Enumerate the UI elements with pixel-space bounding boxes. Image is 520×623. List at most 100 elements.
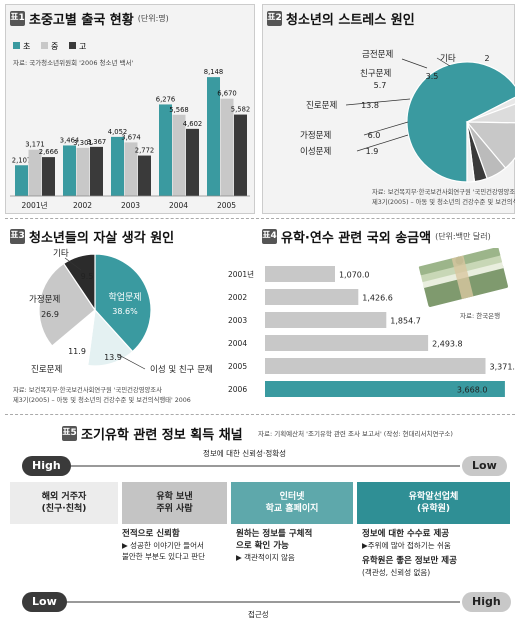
slice-value-0: 38.6% [112,307,138,316]
channel3-desc: 원하는 정보를 구체적 으로 확인 가능 ▶ 객관적이지 않음 [236,528,352,563]
bar-초-3 [159,104,172,196]
panel5-title-text: 조기유학 관련 정보 획득 채널 [81,428,243,443]
slice-value-2: 11.9 [68,347,86,356]
bar-고-3 [186,128,199,196]
bar-label-초-3: 6,276 [156,95,175,103]
channel2-desc-body1: ▶ 성공한 이야기만 들어서 [122,541,204,550]
reliability-axis [60,465,460,467]
departures-bar-chart: 초 중 고 자료: 국가청소년위원회 '2006 청소년 백서' 2,107 3,… [10,42,250,210]
slice-name-2: 가정문제 [300,130,331,141]
panel4-unit: (단위:백만 달러) [435,232,491,241]
slice-value-5: 3.5 [426,72,439,81]
reliability-low-pill: Low [462,456,507,476]
panel5-source: 자료: 기획예산처 '조기유학 관련 조사 보고서' (작성: 현대리서치연구소… [258,430,453,438]
bar-label-중-1: 3,301 [73,139,92,147]
rem-bar-2 [265,312,387,328]
panel5-badge: 표5 [62,426,77,441]
channel3-desc-body: ▶ 객관적이지 않음 [236,553,295,562]
panel2-title-text: 청소년의 스트레스 원인 [286,13,415,28]
bar-label-중-3: 5,568 [169,106,188,114]
slice-value-6: 2 [484,54,489,63]
channel-box-2: 유학 보낸 주위 사람 [122,482,227,524]
reliability-axis-label: 정보에 대한 신뢰성·정확성 [200,448,290,459]
bar-label-초-1: 3,464 [60,136,79,144]
bar-중-2 [124,142,138,196]
rem-value-5: 3,668.0 [457,386,488,395]
slice-name-5: 금전문제 [362,49,393,60]
rem-tick-5: 2006 [228,385,247,394]
rem-value-4: 3,371.4 [490,363,515,372]
channel4-desc-body: ▶주위에 많아 접하기는 쉬움 [362,541,451,550]
channel4-desc-body2: (객관성, 신뢰성 없음) [362,568,431,577]
slice-name-0: 학업문제 [108,292,141,303]
bar-고-4 [234,114,247,196]
bar-초-2 [111,136,124,196]
divider-2 [5,414,515,415]
bar-중-1 [76,147,90,196]
bar-중-0 [28,149,42,196]
legend-label-elementary: 초 [23,42,30,51]
channel-box-1: 해외 거주자 (친구·친척) [10,482,118,524]
money-stack-image [418,248,508,307]
slice-name-3: 가정문제 [29,294,60,305]
panel3-source-line2: 제3기(2005) – 아동 및 청소년의 건강수준 및 보건의식행태' 200… [13,395,191,404]
leader-2 [363,121,409,136]
slice-name-4: 친구문제 [360,68,391,79]
slice-2 [466,103,515,124]
legend-swatch-high [69,42,76,49]
bar-고-0 [42,157,55,196]
panel1-badge: 표1 [10,11,25,26]
slice-name-1: 이성 및 친구 문제 [150,364,213,375]
slice-value-3: 26.9 [41,310,59,319]
slice-value-1: 1.9 [366,147,379,156]
panel2-source-line1: 자료: 보건복지부·한국보건사회연구원 '국민건강영양조사 [372,187,515,196]
bar-label-고-0: 2,666 [39,148,58,156]
channel-label-4: 유학알선업체 (유학원) [408,492,459,514]
channel3-desc-head2: 으로 확인 가능 [236,541,289,551]
panel5-title: 표5 조기유학 관련 정보 획득 채널 [62,424,243,443]
bar-label-중-2: 3,674 [121,133,140,141]
bar-label-고-1: 3,367 [87,138,106,146]
remittance-bar-chart: 2001년 1,070.0 2002 1,426.6 2003 1,854.7 2004 2,… [228,266,515,397]
leader-3 [345,98,411,106]
x-tick-4: 2005 [217,201,236,210]
slice-name-2: 진로문제 [31,364,62,375]
legend-swatch-middle [41,42,48,49]
channel-box-3: 인터넷 학교 홈페이지 [231,482,353,524]
panel2-source-line2: 제3기(2005) – 아동 및 청소년의 건강수준 및 보건의식행태' 200… [372,197,515,206]
rem-tick-0: 2001년 [228,269,254,279]
leader-6 [436,57,451,67]
slice-value-2: 6.0 [368,131,381,140]
panel4-badge: 표4 [262,229,277,244]
channel4-desc: 정보에 대한 수수료 제공 ▶주위에 많아 접하기는 쉬움 유학원은 좋은 정보… [362,528,512,578]
rem-value-0: 1,070.0 [339,271,370,280]
leader-1 [356,134,409,152]
slice-name-1: 이성문제 [300,146,331,157]
bar-고-1 [90,146,103,196]
bar-중-3 [172,114,186,196]
legend-label-high: 고 [79,42,86,51]
accessibility-axis-label: 접근성 [248,610,269,619]
leader-1 [116,353,146,370]
channel4-desc-head2: 유학원은 좋은 정보만 제공 [362,556,457,566]
channel2-desc: 전적으로 신뢰함 ▶ 성공한 이야기만 들어서 불안한 부분도 있다고 판단 [122,528,230,562]
panel3-source-line1: 자료: 보건복지부·한국보건사회연구원 '국민건강영양조사 [13,385,162,394]
departures-legend: 초 중 고 [13,42,86,51]
panel3-title: 표3 청소년들의 자살 생각 원인 [10,227,174,246]
slice-6 [466,121,476,183]
x-tick-2: 2003 [121,201,140,210]
bar-고-2 [138,155,151,196]
bar-label-고-3: 4,602 [183,120,202,128]
bar-초-4 [207,77,220,196]
x-tick-0: 2001년 [22,200,48,210]
panel1-title-text: 초중고별 출국 현황 [29,13,134,28]
leader-4 [64,257,82,271]
channel-box-4: 유학알선업체 (유학원) [357,482,510,524]
slice-0 [406,61,515,183]
x-tick-1: 2002 [73,201,92,210]
channel-label-3: 인터넷 학교 홈페이지 [265,492,319,514]
bar-label-초-2: 4,052 [108,128,127,136]
rem-tick-3: 2004 [228,339,247,348]
legend-swatch-elementary [13,42,20,49]
